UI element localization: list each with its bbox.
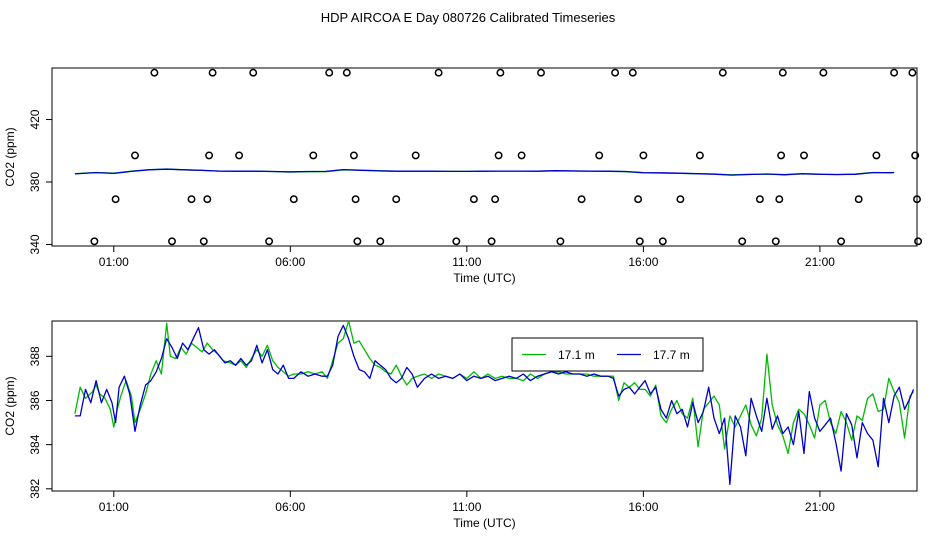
legend-entry-label: 17.7 m — [653, 348, 690, 362]
data-point-marker — [611, 68, 620, 77]
y-tick-label: 380 — [28, 172, 42, 192]
data-point-marker — [771, 237, 780, 246]
x-tick-label: 06:00 — [275, 255, 305, 269]
x-tick-label: 06:00 — [275, 500, 305, 514]
data-point-marker — [187, 195, 196, 204]
data-point-marker — [595, 151, 604, 160]
data-point-marker — [914, 237, 923, 246]
data-point-marker — [872, 151, 881, 160]
x-tick-label: 21:00 — [805, 255, 835, 269]
data-point-marker — [376, 237, 385, 246]
data-point-marker — [411, 151, 420, 160]
x-tick-label: 16:00 — [628, 255, 658, 269]
y-axis-label: CO2 (ppm) — [3, 376, 17, 435]
data-point-marker — [131, 151, 139, 160]
data-point-marker — [469, 195, 478, 204]
data-point-marker — [491, 195, 500, 204]
data-point-marker — [628, 68, 637, 77]
y-tick-label: 388 — [28, 346, 42, 366]
y-tick-label: 382 — [28, 478, 42, 498]
data-point-marker — [349, 151, 358, 160]
y-axis-label: CO2 (ppm) — [3, 127, 17, 186]
data-point-marker — [634, 195, 643, 204]
y-tick-label: 386 — [28, 390, 42, 410]
x-tick-label: 21:00 — [805, 500, 835, 514]
x-tick-label: 11:00 — [452, 500, 481, 514]
data-point-marker — [556, 237, 565, 246]
series-line-17-1-m — [74, 321, 915, 455]
data-point-marker — [738, 237, 747, 246]
data-point-marker — [494, 151, 503, 160]
data-point-marker — [755, 195, 764, 204]
data-point-marker — [517, 151, 526, 160]
data-point-marker — [777, 151, 786, 160]
x-tick-label: 01:00 — [99, 500, 129, 514]
data-point-marker — [235, 151, 244, 160]
data-point-marker — [911, 151, 920, 160]
chart-title: HDP AIRCOA E Day 080726 Calibrated Times… — [321, 10, 616, 25]
y-tick-label: 384 — [28, 434, 42, 454]
data-point-marker — [452, 237, 461, 246]
data-point-marker — [150, 68, 159, 77]
legend: 17.1 m 17.7 m — [511, 337, 704, 372]
data-point-marker — [392, 195, 401, 204]
data-point-marker — [351, 195, 360, 204]
series-line-17-7-m — [74, 324, 915, 486]
data-point-marker — [800, 151, 808, 160]
x-axis-label: Time (UTC) — [453, 516, 515, 530]
data-point-marker — [496, 68, 505, 77]
y-tick-label: 420 — [28, 109, 42, 129]
data-point-marker — [676, 195, 685, 204]
data-point-marker — [199, 237, 208, 246]
data-point-marker — [854, 195, 863, 204]
data-point-marker — [90, 237, 99, 246]
data-point-marker — [658, 237, 667, 246]
data-point-marker — [289, 195, 298, 204]
panel-top: 01:00 06:00 11:00 16:00 21:00 Time (UTC) 340 38… — [3, 67, 923, 285]
data-point-marker — [890, 68, 899, 77]
data-point-marker — [775, 195, 784, 204]
data-point-marker — [639, 151, 648, 160]
data-point-marker — [695, 151, 704, 160]
data-point-marker — [205, 151, 214, 160]
data-point-marker — [208, 68, 217, 77]
x-axis-label: Time (UTC) — [453, 271, 515, 285]
x-tick-label: 16:00 — [628, 500, 658, 514]
data-point-marker — [168, 237, 176, 246]
data-point-marker — [908, 68, 917, 77]
series-line-blue — [74, 168, 895, 176]
data-point-marker — [635, 237, 644, 246]
data-point-marker — [265, 237, 274, 246]
data-point-marker — [325, 68, 334, 77]
y-tick-label: 340 — [28, 234, 42, 254]
data-point-marker — [249, 68, 258, 77]
plot-frame — [51, 320, 918, 492]
plot-frame — [51, 67, 918, 247]
data-point-marker — [434, 68, 443, 77]
data-point-marker — [718, 68, 727, 77]
x-tick-label: 01:00 — [99, 255, 129, 269]
data-point-marker — [487, 237, 496, 246]
data-point-marker — [778, 68, 787, 77]
legend-entry-label: 17.1 m — [558, 348, 595, 362]
data-point-marker — [353, 237, 362, 246]
data-point-marker — [537, 68, 545, 77]
data-point-marker — [577, 195, 586, 204]
data-point-marker — [309, 151, 318, 160]
data-point-marker — [203, 195, 212, 204]
data-point-marker — [342, 68, 351, 77]
data-point-marker — [819, 68, 828, 77]
panel-bottom: 01:00 06:00 11:00 16:00 21:00 Time (UTC) 382 38… — [3, 320, 918, 530]
x-tick-label: 11:00 — [452, 255, 481, 269]
data-point-marker — [837, 237, 846, 246]
data-point-marker — [913, 195, 921, 204]
data-point-marker — [111, 195, 120, 204]
